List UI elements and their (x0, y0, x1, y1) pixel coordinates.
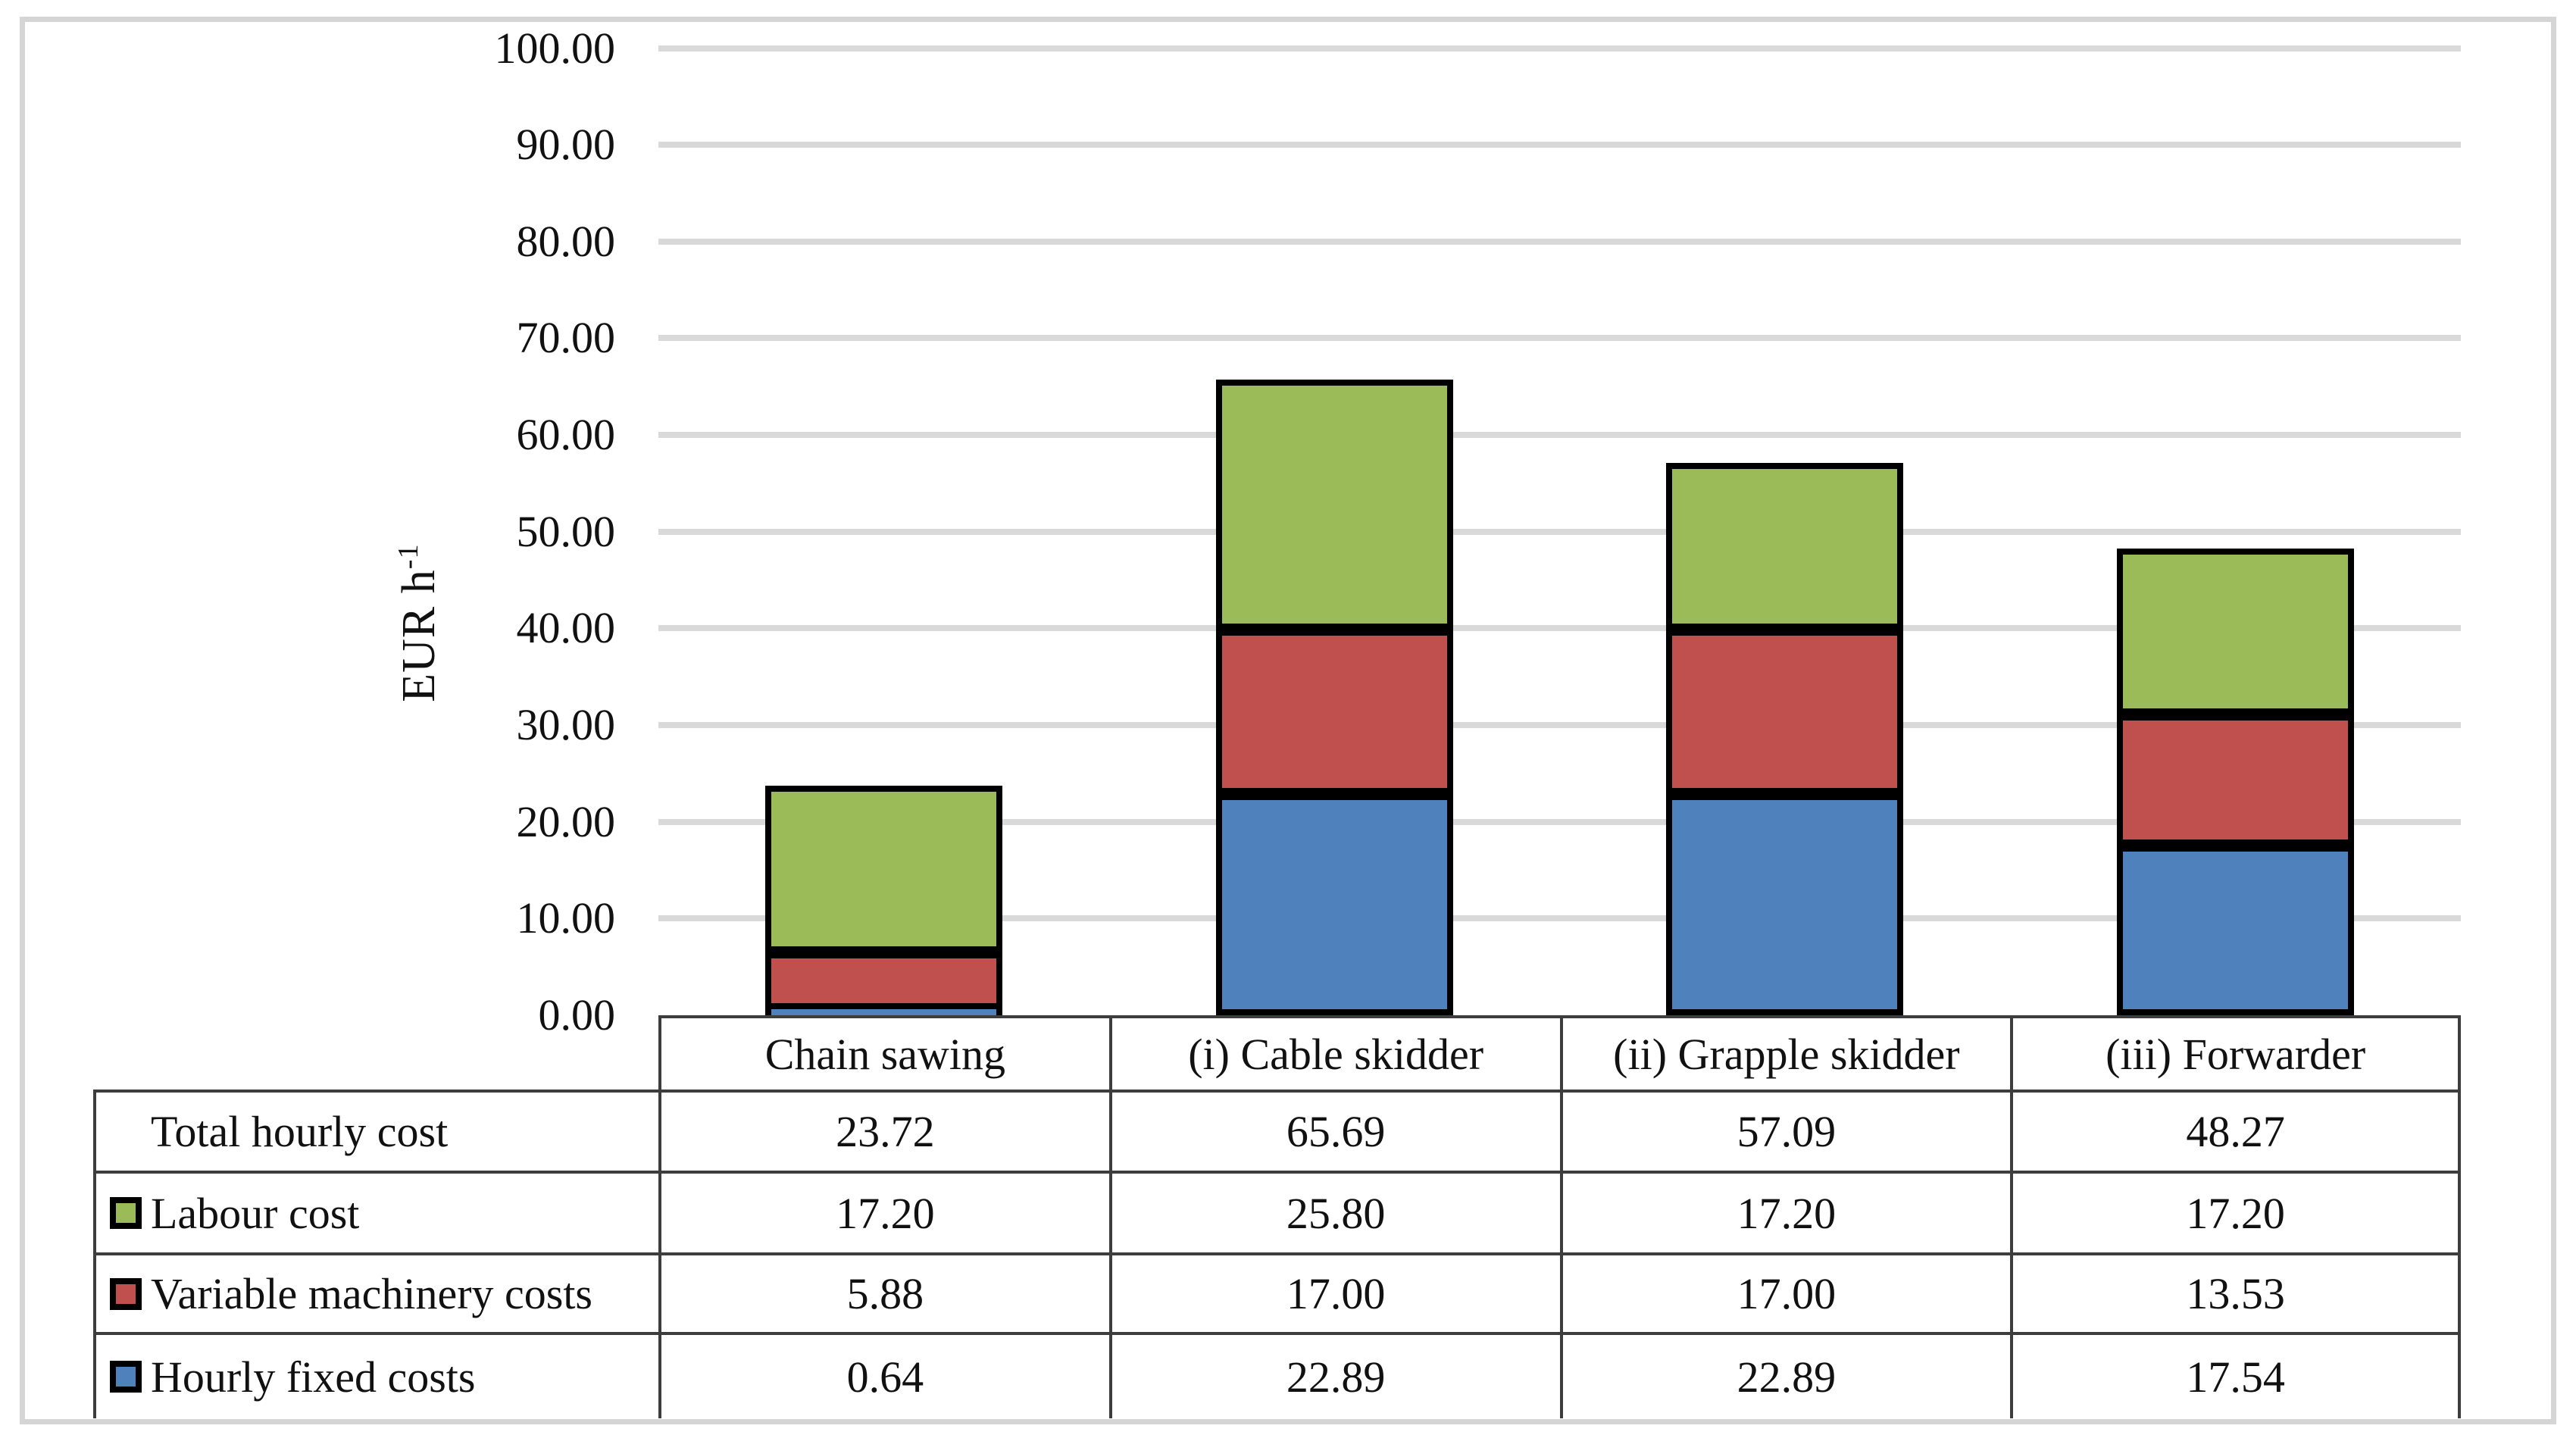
table-row-label-text: Total hourly cost (151, 1107, 449, 1156)
legend-swatch (110, 1197, 142, 1229)
bar-segment-labour-cost (1666, 463, 1904, 630)
table-row-label: Labour cost (93, 1171, 658, 1252)
y-tick-label: 20.00 (516, 796, 616, 846)
y-tick-label: 50.00 (516, 506, 616, 556)
table-value-cell: 17.54 (2010, 1332, 2461, 1418)
bar-segment-hourly-fixed-costs (1666, 793, 1904, 1015)
gridline (658, 432, 2461, 439)
table-row-label: Total hourly cost (93, 1090, 658, 1171)
bar-segment-variable-machinery-costs (764, 952, 1002, 1009)
bar-segment-hourly-fixed-costs (764, 1008, 1002, 1015)
table-value-cell: 17.20 (658, 1171, 1109, 1252)
table-value-cell: 17.20 (1559, 1171, 2011, 1252)
table-corner-cell (93, 1015, 658, 1090)
table-header-category: Chain sawing (658, 1015, 1109, 1090)
bar-segment-variable-machinery-costs (1666, 629, 1904, 794)
table-row-label: Hourly fixed costs (93, 1332, 658, 1418)
table-header-category: (i) Cable skidder (1108, 1015, 1560, 1090)
gridline (658, 915, 2461, 922)
gridline (658, 625, 2461, 632)
table-value-cell: 65.69 (1108, 1090, 1560, 1171)
y-axis-title-text: EUR h (392, 569, 445, 702)
table-value-cell: 22.89 (1108, 1332, 1560, 1418)
gridline (658, 45, 2461, 52)
bar-segment-labour-cost (2117, 548, 2355, 715)
gridline (658, 335, 2461, 342)
y-tick-label: 90.00 (516, 120, 616, 170)
y-tick-label: 100.00 (494, 23, 616, 73)
gridline (658, 818, 2461, 825)
table-header-category: (ii) Grapple skidder (1559, 1015, 2011, 1090)
table-value-cell: 25.80 (1108, 1171, 1560, 1252)
bar-segment-labour-cost (764, 786, 1002, 952)
y-tick-label: 70.00 (516, 313, 616, 363)
bar-segment-hourly-fixed-costs (1215, 793, 1453, 1015)
gridline (658, 238, 2461, 245)
table-row-label-text: Labour cost (151, 1188, 360, 1238)
legend-swatch (110, 1277, 142, 1310)
y-axis-title-superscript: -1 (392, 543, 425, 570)
table-value-cell: 57.09 (1559, 1090, 2011, 1171)
data-table: Chain sawing (i) Cable skidder (ii) Grappl… (93, 1015, 2461, 1418)
y-tick-label: 10.00 (516, 893, 616, 943)
table-value-cell: 48.27 (2010, 1090, 2461, 1171)
table-value-cell: 23.72 (658, 1090, 1109, 1171)
table-value-cell: 17.00 (1559, 1252, 2011, 1332)
y-tick-label: 40.00 (516, 603, 616, 653)
bar-segment-labour-cost (1215, 380, 1453, 630)
table-value-cell: 13.53 (2010, 1252, 2461, 1332)
legend-swatch (110, 1361, 142, 1393)
table-value-cell: 17.20 (2010, 1171, 2461, 1252)
bar-segment-variable-machinery-costs (2117, 714, 2355, 846)
gridline (658, 142, 2461, 149)
bar-segment-variable-machinery-costs (1215, 629, 1453, 794)
y-tick-label: 30.00 (516, 700, 616, 750)
y-tick-label: 80.00 (516, 216, 616, 266)
table-value-cell: 17.00 (1108, 1252, 1560, 1332)
y-tick-label: 60.00 (516, 410, 616, 460)
table-value-cell: 0.64 (658, 1332, 1109, 1418)
table-value-cell: 22.89 (1559, 1332, 2011, 1418)
bar-segment-hourly-fixed-costs (2117, 846, 2355, 1015)
table-header-category: (iii) Forwarder (2010, 1015, 2461, 1090)
table-row-label-text: Hourly fixed costs (151, 1352, 476, 1402)
table-value-cell: 5.88 (658, 1252, 1109, 1332)
y-tick-label: 0.00 (538, 990, 616, 1040)
gridline (658, 528, 2461, 535)
table-row-label: Variable machinery costs (93, 1252, 658, 1332)
y-axis-title: EUR h-1 (392, 543, 446, 702)
table-row-label-text: Variable machinery costs (151, 1269, 593, 1318)
gridline (658, 722, 2461, 729)
